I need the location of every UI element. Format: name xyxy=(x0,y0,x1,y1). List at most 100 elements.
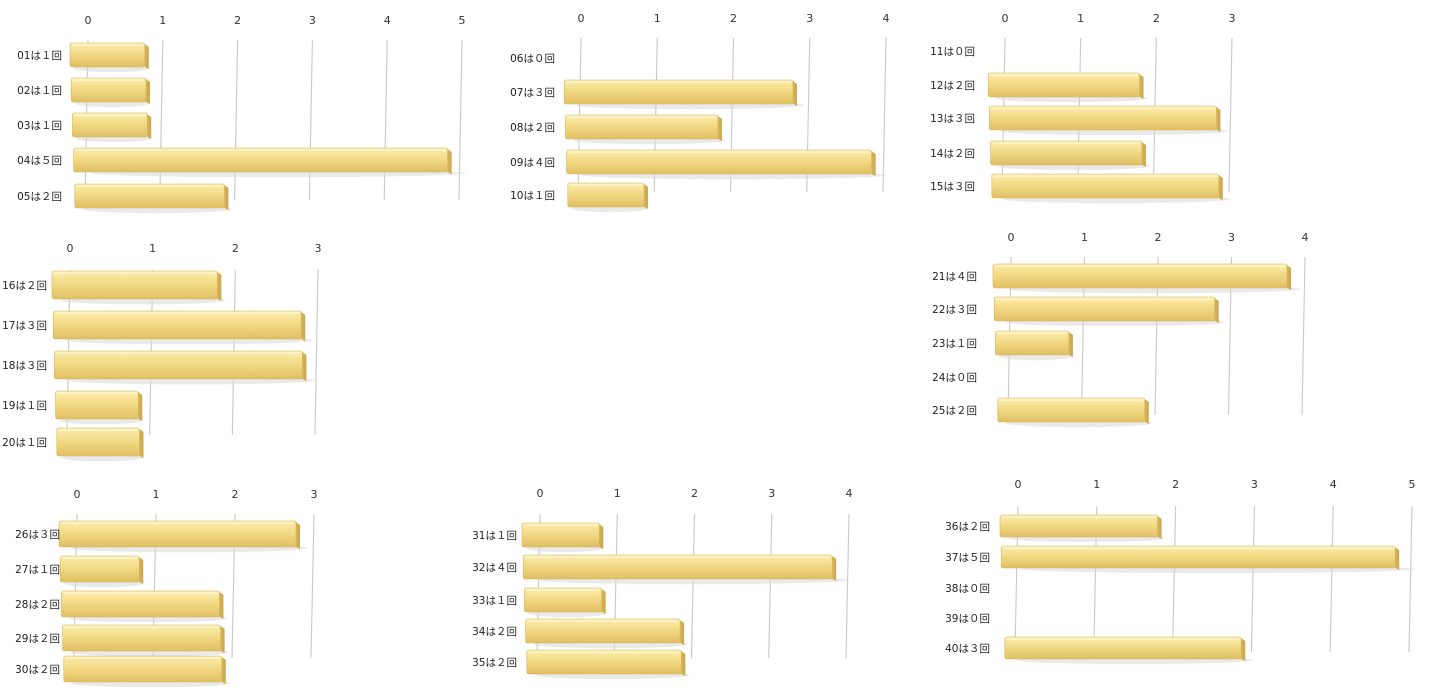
bar-end xyxy=(717,116,722,141)
bar-end xyxy=(302,352,307,381)
tick-label-0: 0 xyxy=(67,242,74,255)
category-label: 13は３回 xyxy=(930,113,975,125)
tick-label-2: 2 xyxy=(1153,12,1160,25)
tick-label-2: 2 xyxy=(234,14,241,27)
category-label: 03は１回 xyxy=(17,120,62,132)
bar-07は３回 xyxy=(563,79,797,106)
bar-36は２回 xyxy=(999,514,1162,539)
chart-panel-31-35: 0 1 2 3 4 31は１回 32は４回 33は１回 34は２回 35は２回 xyxy=(460,478,880,690)
tick-label-2: 2 xyxy=(232,242,239,255)
bar-end xyxy=(146,79,150,104)
chart-svg-31-35: 0 1 2 3 4 31は１回 32は４回 33は１回 34は２回 35は２回 xyxy=(472,487,853,680)
category-label: 12は２回 xyxy=(930,80,975,92)
bar-19は１回 xyxy=(55,390,143,421)
category-label: 33は１回 xyxy=(472,595,517,607)
bar-face xyxy=(525,618,681,644)
bar-end xyxy=(1157,516,1162,539)
gridline-3 xyxy=(768,513,773,659)
bar-face xyxy=(999,514,1158,538)
chart-panel-26-30: 0 1 2 3 26は３回 27は１回 28は２回 29は２回 30は２回 xyxy=(0,478,360,690)
bar-end xyxy=(871,151,876,176)
category-label: 16は２回 xyxy=(2,280,47,292)
tick-label-5: 5 xyxy=(459,14,466,27)
bar-40は３回 xyxy=(1004,636,1246,661)
bar-face xyxy=(565,114,719,140)
chart-panel-21-25: 0 1 2 3 4 21は４回 22は３回 23は１回 24は０回 25は２回 xyxy=(925,225,1345,435)
gridline-4 xyxy=(1329,505,1334,653)
bar-21は４回 xyxy=(992,263,1291,290)
bar-end xyxy=(1395,547,1400,570)
bar-end xyxy=(447,149,452,174)
category-label: 27は１回 xyxy=(15,564,60,576)
category-label: 38は０回 xyxy=(945,583,990,595)
chart-panel-01-05: 0 1 2 3 4 5 01は１回 02は１回 03は１回 04は５回 05は２回 xyxy=(0,0,490,215)
tick-label-1: 1 xyxy=(1081,231,1088,244)
bar-10は１回 xyxy=(567,182,649,209)
category-label: 29は２回 xyxy=(15,633,60,645)
bar-face xyxy=(72,112,148,138)
tick-label-3: 3 xyxy=(309,14,316,27)
category-label: 25は２回 xyxy=(932,405,977,417)
bar-17は３回 xyxy=(52,310,306,341)
category-label: 30は２回 xyxy=(15,664,60,676)
bar-08は２回 xyxy=(565,114,722,141)
gridline-5 xyxy=(1408,505,1413,653)
bar-end xyxy=(139,557,144,584)
gridline-4 xyxy=(1301,256,1306,416)
tick-label-0: 0 xyxy=(1015,478,1022,491)
bar-end xyxy=(147,114,152,139)
tick-label-2: 2 xyxy=(691,487,698,500)
tick-label-2: 2 xyxy=(1172,478,1179,491)
bar-25は２回 xyxy=(997,397,1149,424)
bar-14は２回 xyxy=(990,140,1146,167)
bar-face xyxy=(59,555,140,583)
gridline-3 xyxy=(310,513,315,659)
bar-face xyxy=(987,72,1140,98)
tick-label-1: 1 xyxy=(159,14,166,27)
bar-03は１回 xyxy=(72,112,152,139)
category-label: 15は３回 xyxy=(930,181,975,193)
bar-end xyxy=(1287,265,1291,290)
tick-label-3: 3 xyxy=(1251,478,1258,491)
bar-face xyxy=(61,590,220,618)
bar-face xyxy=(521,522,600,548)
chart-panel-36-40: 0 1 2 3 4 5 36は２回 37は５回 38は０回 39は０回 40は３回 xyxy=(925,470,1435,682)
bar-face xyxy=(989,105,1217,131)
bar-34は２回 xyxy=(525,618,685,645)
bar-04は５回 xyxy=(73,147,452,174)
tick-label-1: 1 xyxy=(1093,478,1100,491)
category-label: 05は２回 xyxy=(17,191,62,203)
bar-face xyxy=(51,270,218,300)
bar-face xyxy=(567,182,645,208)
bar-face xyxy=(56,427,140,457)
tick-label-3: 3 xyxy=(1228,231,1235,244)
category-label: 19は１回 xyxy=(2,400,47,412)
chart-svg-36-40: 0 1 2 3 4 5 36は２回 37は５回 38は０回 39は０回 40は３回 xyxy=(945,478,1416,665)
gridline-3 xyxy=(314,269,319,436)
category-label: 37は５回 xyxy=(945,552,990,564)
bar-face xyxy=(74,183,225,209)
category-label: 39は０回 xyxy=(945,613,990,625)
bar-face xyxy=(566,149,872,175)
category-label: 01は１回 xyxy=(17,50,62,62)
bar-face xyxy=(55,390,139,420)
tick-label-3: 3 xyxy=(311,488,318,501)
bar-02は１回 xyxy=(70,77,150,104)
tick-label-2: 2 xyxy=(730,12,737,25)
category-label: 35は２回 xyxy=(472,657,517,669)
category-label: 04は５回 xyxy=(17,155,62,167)
bar-12は２回 xyxy=(987,72,1144,99)
category-label: 40は３回 xyxy=(945,643,990,655)
category-label: 28は２回 xyxy=(15,599,60,611)
bar-end xyxy=(599,524,604,549)
bar-end xyxy=(1241,638,1246,661)
bar-end xyxy=(1216,107,1221,132)
bar-end xyxy=(1218,175,1223,200)
tick-label-4: 4 xyxy=(883,12,890,25)
bar-face xyxy=(70,77,147,103)
bar-end xyxy=(680,620,685,645)
tick-label-2: 2 xyxy=(1155,231,1162,244)
category-label: 17は３回 xyxy=(2,320,47,332)
bar-end xyxy=(144,44,149,69)
